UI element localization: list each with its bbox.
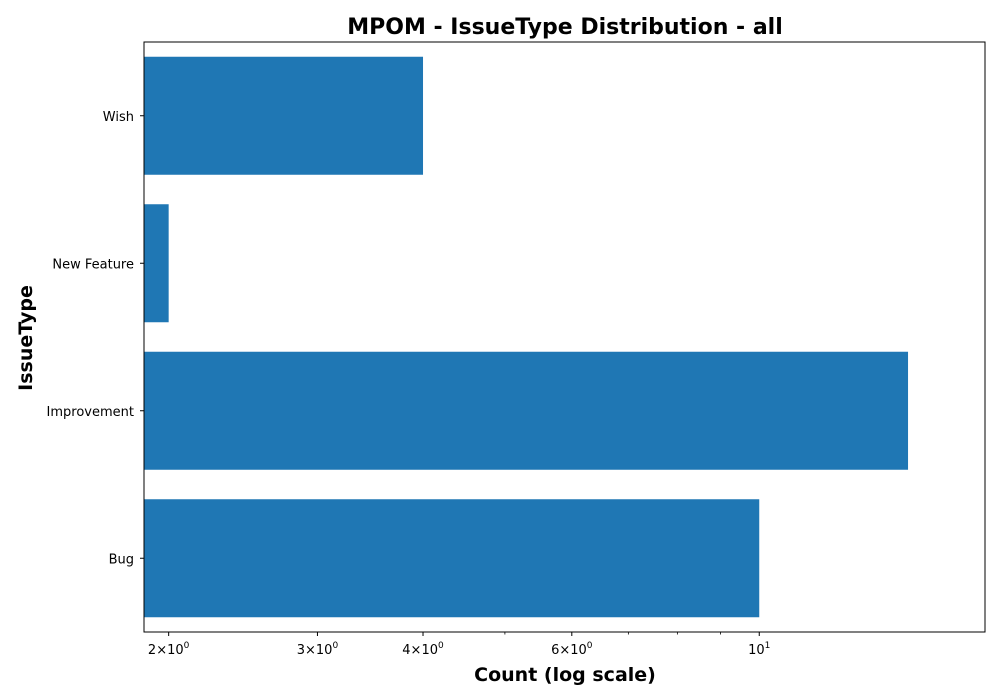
bars-group [144, 56, 909, 618]
x-tick-label: 6×100 [551, 641, 593, 658]
bar-wish [144, 56, 424, 175]
x-axis: 2×100 3×100 4×100 6×100 101 [148, 632, 770, 658]
y-tick-label: Bug [109, 552, 134, 567]
y-axis-label: IssueType [15, 285, 37, 391]
x-tick-label: 3×100 [297, 641, 339, 658]
x-tick-label: 2×100 [148, 641, 190, 658]
bar-new-feature [144, 204, 169, 323]
y-tick-label: Wish [103, 110, 134, 125]
chart-title: MPOM - IssueType Distribution - all [347, 15, 783, 40]
x-axis-label: Count (log scale) [474, 664, 656, 686]
y-axis: Bug Improvement New Feature Wish [47, 110, 144, 567]
plot-frame [143, 41, 986, 633]
x-tick-label: 101 [748, 641, 770, 658]
bar-improvement [144, 351, 909, 470]
y-tick-label: New Feature [52, 257, 134, 272]
x-tick-label: 4×100 [402, 641, 444, 658]
y-tick-label: Improvement [47, 405, 134, 420]
bar-bug [144, 499, 760, 618]
